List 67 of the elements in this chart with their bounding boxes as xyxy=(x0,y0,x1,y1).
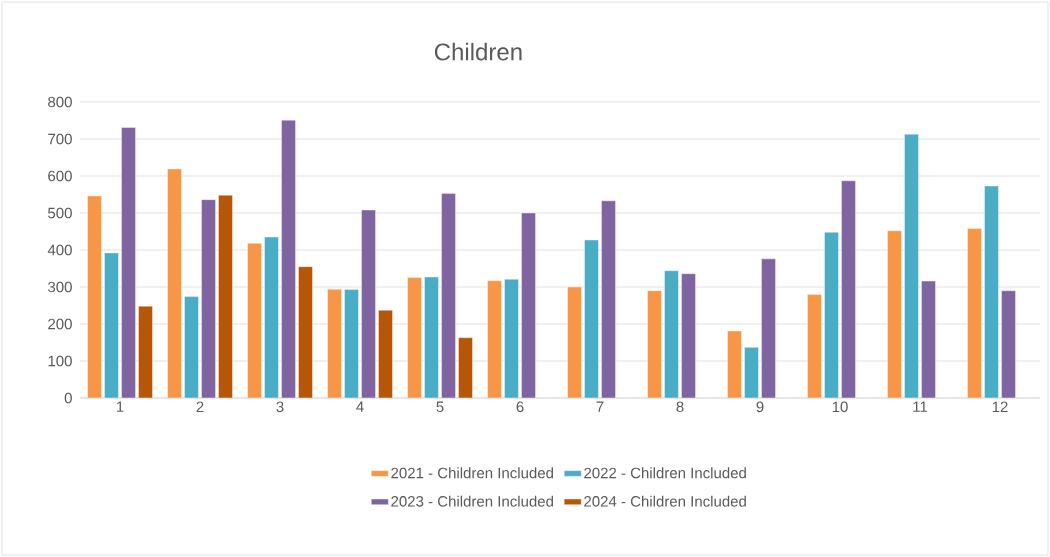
y-tick-label: 400 xyxy=(47,244,72,256)
x-tick-label: 2 xyxy=(196,401,204,412)
x-tick-label: 7 xyxy=(596,401,604,412)
legend-label: 2021 - Children Included xyxy=(391,467,553,479)
y-tick-label: 100 xyxy=(48,355,72,367)
bar xyxy=(807,294,822,399)
bar xyxy=(567,286,582,399)
bar xyxy=(984,185,999,399)
y-tick-label: 500 xyxy=(48,207,72,219)
x-tick-label: 4 xyxy=(356,401,364,412)
bar xyxy=(87,195,102,399)
legend-label: 2024 - Children Included xyxy=(584,495,746,507)
bar xyxy=(521,212,536,399)
bar xyxy=(887,230,902,399)
bar xyxy=(264,236,279,399)
bar xyxy=(138,306,153,399)
bar xyxy=(904,133,919,399)
bar xyxy=(184,296,199,399)
bar xyxy=(487,280,502,399)
bar xyxy=(218,195,233,399)
legend-label: 2023 - Children Included xyxy=(391,495,553,507)
bar xyxy=(647,290,662,399)
x-tick-label: 9 xyxy=(756,401,764,413)
x-tick-label: 3 xyxy=(276,401,284,413)
bar xyxy=(201,199,216,399)
y-tick-label: 300 xyxy=(48,281,72,293)
y-tick-label: 200 xyxy=(48,318,72,330)
bar xyxy=(327,289,342,399)
bar xyxy=(344,289,359,399)
legend-label: 2022 - Children Included xyxy=(584,467,746,479)
bar xyxy=(378,310,393,399)
bar xyxy=(298,266,313,399)
bar xyxy=(281,119,296,399)
bar xyxy=(584,239,599,399)
bar xyxy=(664,270,679,399)
x-tick-label: 5 xyxy=(436,401,444,412)
bar xyxy=(921,280,936,399)
bar xyxy=(601,200,616,399)
bar xyxy=(727,330,742,399)
bar xyxy=(361,209,376,399)
y-tick-label: 800 xyxy=(48,96,72,108)
bar xyxy=(441,193,456,399)
bar xyxy=(407,277,422,399)
bar xyxy=(121,127,136,399)
y-tick-label: 700 xyxy=(48,133,72,145)
bar xyxy=(744,347,759,399)
x-tick-label: 6 xyxy=(516,401,524,413)
bar xyxy=(967,228,982,399)
bar xyxy=(424,276,439,399)
bar xyxy=(247,243,262,399)
bar xyxy=(761,258,776,399)
y-tick-label: 600 xyxy=(48,170,72,182)
bar xyxy=(681,273,696,399)
x-tick-label: 10 xyxy=(832,401,848,413)
bar xyxy=(167,168,182,399)
x-tick-label: 8 xyxy=(676,401,684,413)
x-tick-label: 1 xyxy=(116,401,124,412)
bar xyxy=(1001,290,1016,399)
bar xyxy=(458,337,473,399)
chart-title: Children xyxy=(434,42,522,61)
x-tick-label: 11 xyxy=(913,401,928,412)
bar xyxy=(841,180,856,399)
y-tick-label: 0 xyxy=(64,392,72,404)
bar xyxy=(104,252,119,399)
bar xyxy=(504,279,519,399)
bar xyxy=(824,232,839,399)
x-tick-label: 12 xyxy=(992,401,1008,412)
